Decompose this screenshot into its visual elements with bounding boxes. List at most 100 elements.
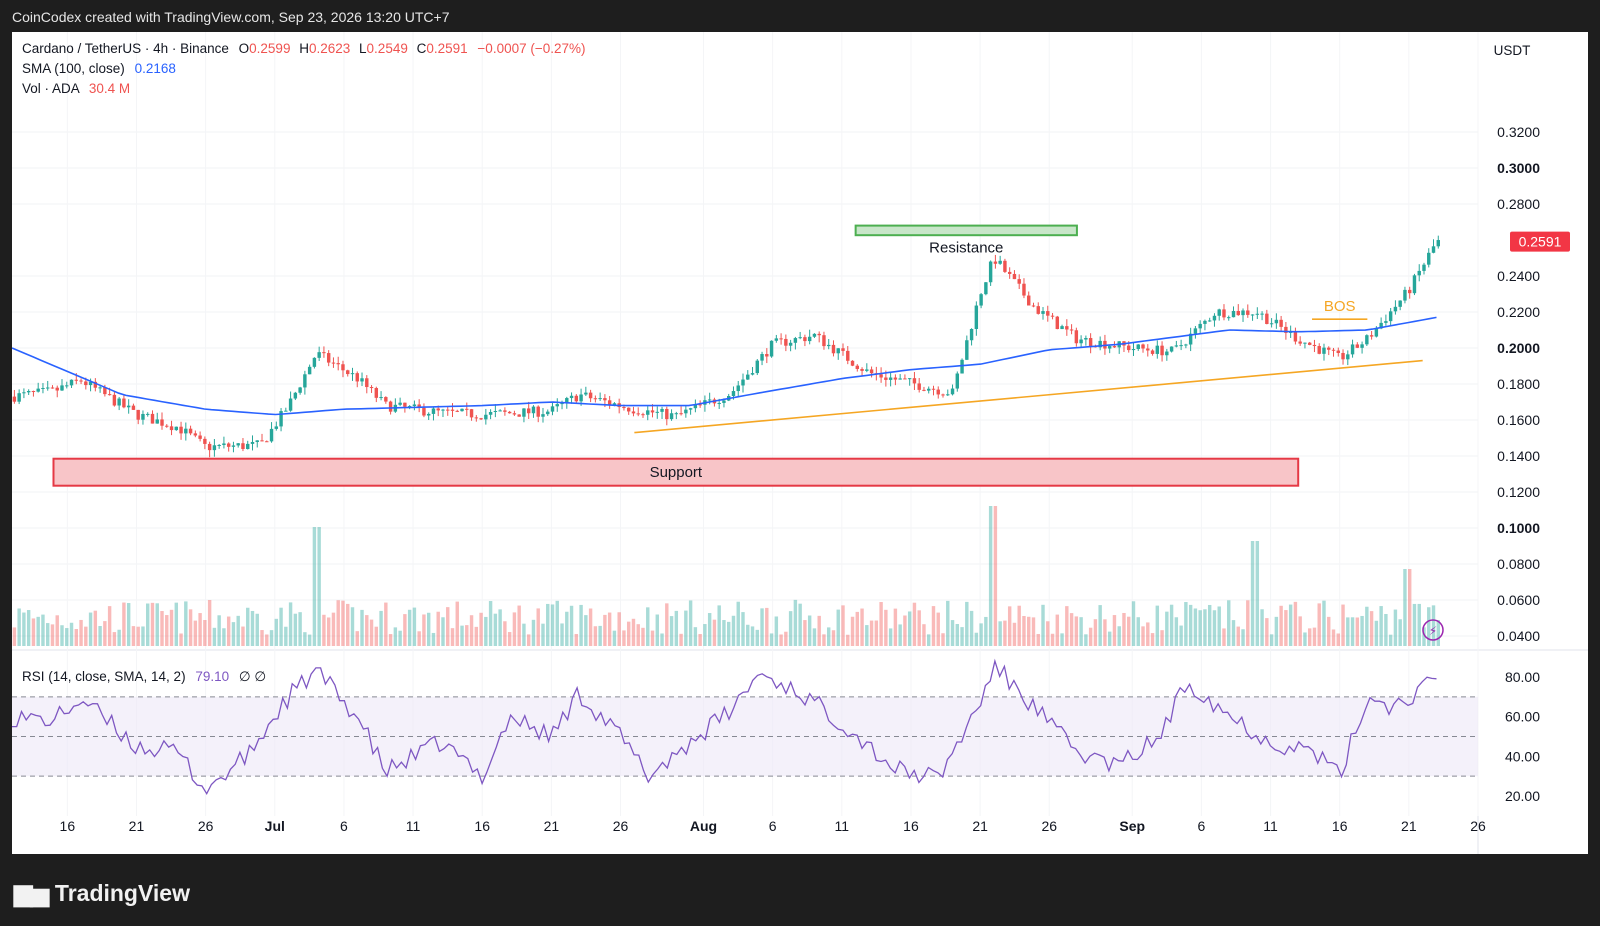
- candle-body: [1407, 289, 1412, 294]
- volume-bar: [712, 619, 717, 646]
- volume-bar: [1269, 634, 1274, 646]
- volume-bar: [836, 609, 840, 646]
- rsi-tick-label: 60.00: [1505, 709, 1540, 725]
- price-tick-label: 0.0600: [1497, 592, 1540, 608]
- volume-bar: [1207, 604, 1212, 646]
- candle-body: [379, 397, 383, 399]
- volume-bar: [69, 622, 74, 646]
- candle-body: [869, 369, 874, 374]
- volume-bar: [546, 603, 550, 646]
- volume-bar: [650, 630, 655, 646]
- volume-bar: [346, 603, 350, 646]
- candle-body: [1098, 340, 1102, 348]
- label-layer: BOS Resistance Support ⚡: [650, 240, 1444, 641]
- volume-bar: [1350, 617, 1355, 646]
- candle-body: [736, 385, 740, 392]
- ohlc-legend: Cardano / TetherUS · 4h · Binance O0.259…: [22, 41, 586, 56]
- candle-body: [1417, 270, 1421, 276]
- volume-bar: [79, 619, 83, 646]
- candle-body: [222, 443, 226, 445]
- volume-bar: [631, 618, 636, 646]
- volume-bar: [1088, 627, 1093, 646]
- volume-bar: [1312, 627, 1317, 646]
- volume-bar: [312, 527, 317, 646]
- candle-body: [255, 440, 259, 442]
- candle-body: [417, 404, 421, 408]
- volume-bar: [655, 614, 659, 646]
- candle-body: [74, 379, 78, 381]
- volume-bar: [379, 610, 383, 646]
- volume-bar: [1241, 629, 1245, 646]
- candle-body: [26, 391, 31, 393]
- volume-bar: [588, 608, 593, 646]
- volume-bar: [860, 608, 864, 646]
- candle-body: [1198, 323, 1202, 329]
- volume-bar: [507, 632, 512, 646]
- candle-body: [36, 388, 40, 392]
- candle-body: [1112, 346, 1117, 348]
- chart-canvas[interactable]: BOS Resistance Support ⚡ USDT 0.3200 0.3000 0.…: [12, 32, 1588, 854]
- time-tick-label: 16: [1332, 818, 1348, 834]
- volume-bar: [293, 613, 298, 646]
- candle-body: [641, 414, 645, 416]
- volume-bar: [460, 625, 464, 646]
- volume-bar: [188, 609, 193, 646]
- candle-body: [360, 378, 364, 382]
- rsi-pane: [12, 658, 1478, 796]
- candle-body: [560, 402, 564, 405]
- candle-body: [1274, 319, 1279, 324]
- sma-legend[interactable]: SMA (100, close) 0.2168: [22, 61, 176, 76]
- volume-bar: [626, 621, 631, 646]
- candle-body: [665, 408, 669, 420]
- volume-bar: [307, 634, 312, 646]
- candle-body: [450, 409, 455, 411]
- volume-bar: [384, 602, 388, 646]
- candle-body: [774, 338, 779, 341]
- candle-body: [1031, 305, 1036, 307]
- open-value: 0.2599: [249, 41, 291, 56]
- volume-bar: [1055, 614, 1060, 646]
- candle-body: [126, 405, 131, 408]
- volume-bar: [1298, 616, 1302, 646]
- volume-bar: [469, 615, 474, 646]
- candle-body: [955, 373, 960, 389]
- volume-legend[interactable]: Vol · ADA 30.4 M: [22, 81, 130, 96]
- rsi-line: [12, 658, 1437, 796]
- candle-body: [607, 400, 612, 405]
- candle-body: [131, 405, 136, 410]
- volume-bar: [1103, 619, 1107, 646]
- candle-body: [431, 408, 436, 414]
- candle-body: [1403, 289, 1407, 301]
- candle-body: [636, 413, 640, 415]
- volume-bar: [426, 612, 431, 646]
- candle-body: [993, 261, 998, 264]
- volume-bar: [917, 610, 921, 646]
- tradingview-logo[interactable]: ▆▅ TradingView: [14, 876, 190, 910]
- volume-bar: [112, 632, 117, 646]
- candle-body: [1360, 344, 1364, 348]
- candle-body: [722, 400, 726, 403]
- rsi-legend[interactable]: RSI (14, close, SMA, 14, 2) 79.10 ∅ ∅: [22, 669, 266, 685]
- candle-body: [465, 408, 469, 410]
- time-tick-label: 26: [198, 818, 214, 834]
- candle-body: [50, 387, 55, 389]
- candle-body: [260, 440, 264, 442]
- candle-body: [188, 428, 193, 434]
- volume-bar: [503, 621, 507, 646]
- close-label: C: [416, 41, 427, 56]
- volume-bar: [126, 603, 131, 646]
- candle-body: [1431, 246, 1436, 253]
- candle-body: [569, 395, 574, 399]
- candle-body: [946, 394, 950, 396]
- candle-body: [831, 344, 836, 354]
- candle-body: [1355, 344, 1360, 348]
- candle-body: [1327, 347, 1331, 350]
- volume-bar: [93, 610, 98, 646]
- volume-bar: [536, 608, 540, 646]
- candle-body: [931, 388, 936, 390]
- volume-bar: [1307, 628, 1312, 646]
- candle-body: [288, 398, 293, 411]
- volume-bar: [1041, 604, 1045, 646]
- symbol-label[interactable]: Cardano / TetherUS · 4h · Binance: [22, 41, 229, 56]
- candle-body: [974, 305, 979, 329]
